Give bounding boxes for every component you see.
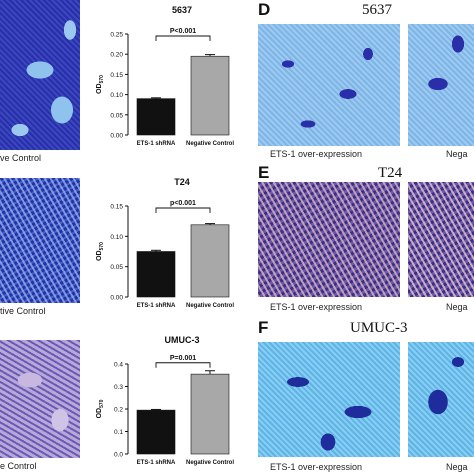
category-label: ETS-1 shRNA — [137, 303, 176, 309]
p-value-annotation: p<0.001 — [170, 200, 196, 207]
chart-title: UMUC-3 — [165, 335, 200, 345]
caption-e-overexpression: ETS-1 over-expression — [270, 302, 363, 312]
p-value-annotation: P<0.001 — [170, 28, 196, 35]
y-tick-label: 0.4 — [114, 362, 123, 369]
bar-chart-t24: T24 0.00 0.05 0.10 0.15 OD570 ETS-1 shRNA Negat… — [96, 177, 234, 309]
caption-left-5637: ve Control — [0, 153, 42, 163]
micrograph-umuc3-overexpression — [258, 342, 400, 457]
significance-bracket — [155, 362, 211, 368]
panel-letter-d: D — [258, 0, 271, 19]
significance-bracket — [155, 207, 211, 213]
panel-title-5637: 5637 — [362, 2, 392, 18]
panel-title-t24: T24 — [378, 165, 403, 181]
bar — [190, 373, 230, 455]
caption-d-overexpression: ETS-1 over-expression — [270, 149, 363, 159]
caption-left-umuc3: e Control — [0, 461, 37, 471]
y-axis-label: OD570 — [96, 242, 105, 261]
micrograph-umuc3-negative — [408, 342, 474, 457]
micrograph-5637-negative — [408, 24, 474, 146]
y-tick-label: 0.2 — [114, 407, 123, 414]
bar — [136, 409, 176, 455]
bar — [190, 55, 230, 136]
category-label: Negative Control — [186, 141, 234, 147]
micrograph-umuc3-control — [0, 340, 80, 458]
caption-d-negative: Nega — [446, 149, 468, 159]
y-tick-label: 0.15 — [110, 204, 123, 211]
y-axis-label: OD570 — [96, 75, 105, 94]
y-tick-label: 0.0 — [114, 452, 123, 459]
bar-chart-umuc3: UMUC-3 0.0 0.1 0.2 0.3 0.4 OD570 ETS-1 shRNA Neg… — [96, 335, 234, 466]
category-label: Negative Control — [186, 303, 234, 309]
micrograph-t24-overexpression — [258, 182, 400, 297]
category-label: ETS-1 shRNA — [137, 460, 176, 466]
chart-title: T24 — [174, 177, 190, 187]
micrograph-5637-overexpression — [258, 24, 400, 146]
y-tick-label: 0.15 — [110, 72, 123, 79]
bar — [190, 224, 230, 298]
y-tick-label: 0.10 — [110, 92, 123, 99]
micrograph-t24-negative — [408, 182, 474, 297]
y-tick-label: 0.25 — [110, 32, 123, 39]
chart-title: 5637 — [172, 5, 192, 15]
bar — [136, 98, 176, 136]
y-tick-label: 0.05 — [110, 112, 123, 119]
y-tick-label: 0.00 — [110, 133, 123, 140]
category-label: ETS-1 shRNA — [137, 141, 176, 147]
bar-chart-5637: 5637 0.00 0.05 0.10 0.15 0.20 0.25 OD570 ETS-1 s… — [96, 5, 234, 147]
y-axis-label: OD570 — [96, 399, 105, 418]
panel-title-umuc3: UMUC-3 — [350, 320, 408, 336]
y-tick-label: 0.1 — [114, 429, 123, 436]
significance-bracket — [155, 35, 211, 41]
caption-f-negative: Nega — [446, 462, 468, 472]
panel-letter-f: F — [258, 318, 269, 337]
caption-left-t24: tive Control — [0, 306, 46, 316]
category-label: Negative Control — [186, 460, 234, 466]
caption-f-overexpression: ETS-1 over-expression — [270, 462, 363, 472]
micrograph-t24-control — [0, 178, 80, 303]
panel-letter-e: E — [258, 163, 270, 182]
y-tick-label: 0.05 — [110, 264, 123, 271]
caption-e-negative: Nega — [446, 302, 468, 312]
micrograph-5637-control — [0, 0, 80, 150]
y-tick-label: 0.00 — [110, 295, 123, 302]
y-tick-label: 0.10 — [110, 234, 123, 241]
y-tick-label: 0.20 — [110, 52, 123, 59]
p-value-annotation: P=0.001 — [170, 355, 196, 362]
y-tick-label: 0.3 — [114, 384, 123, 391]
bar — [136, 251, 176, 298]
